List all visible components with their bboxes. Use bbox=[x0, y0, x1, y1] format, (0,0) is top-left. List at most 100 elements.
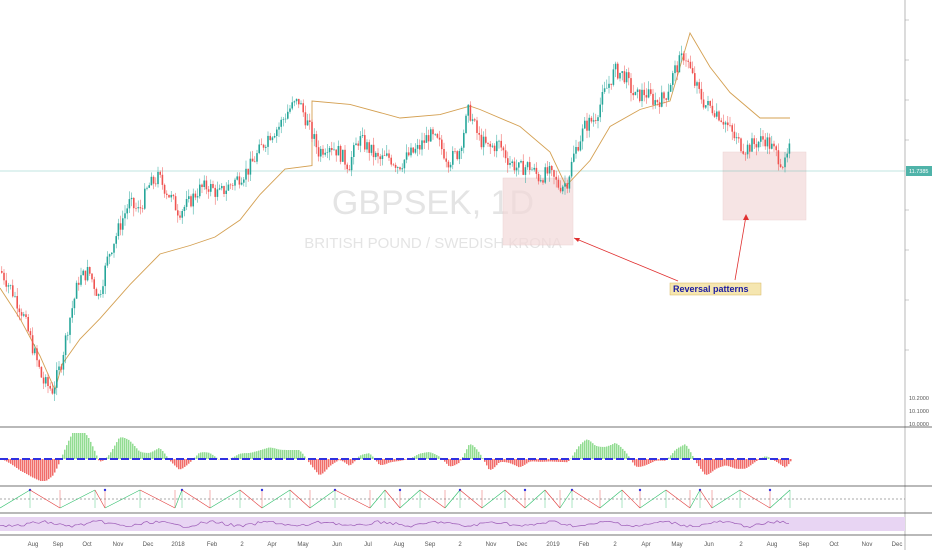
histogram-bar bbox=[158, 448, 160, 459]
histogram-bar bbox=[470, 444, 472, 459]
histogram-bar bbox=[708, 459, 710, 475]
candle-body bbox=[515, 167, 518, 171]
histogram-bar bbox=[504, 459, 506, 463]
histogram-bar bbox=[476, 449, 478, 459]
candle-body bbox=[742, 151, 744, 154]
histogram-bar bbox=[258, 450, 260, 459]
candle-body bbox=[496, 141, 498, 152]
candle-body bbox=[122, 218, 124, 230]
histogram-bar bbox=[250, 452, 252, 459]
candle-body bbox=[53, 387, 56, 394]
histogram-bar bbox=[358, 456, 360, 459]
histogram-bar bbox=[366, 453, 368, 459]
oscillator-signal-dot bbox=[260, 488, 264, 492]
histogram-bar bbox=[178, 459, 180, 470]
candle-body bbox=[447, 161, 450, 168]
histogram-bar bbox=[126, 438, 128, 459]
candle-body bbox=[152, 176, 155, 184]
histogram-bar bbox=[204, 452, 206, 459]
histogram-bar bbox=[522, 459, 524, 466]
candle-body bbox=[372, 144, 375, 158]
histogram-bar bbox=[434, 454, 436, 459]
candle-body bbox=[399, 167, 401, 170]
candle-body bbox=[436, 134, 439, 138]
histogram-bar bbox=[302, 453, 304, 459]
candle-body bbox=[146, 187, 148, 189]
subtitle-watermark: BRITISH POUND / SWEDISH KRONA bbox=[304, 235, 562, 252]
candle-body bbox=[383, 155, 386, 156]
histogram-bar bbox=[426, 452, 428, 459]
candle-body bbox=[623, 71, 626, 83]
candle-body bbox=[357, 143, 359, 146]
oscillator-segment bbox=[544, 489, 561, 509]
histogram-bar bbox=[742, 459, 744, 469]
histogram-bar bbox=[404, 459, 406, 460]
histogram-bar bbox=[782, 459, 784, 466]
histogram-bar bbox=[602, 446, 604, 459]
candle-body bbox=[106, 256, 109, 266]
histogram-bar bbox=[692, 456, 694, 459]
histogram-bar bbox=[296, 450, 298, 459]
x-tick-label: Apr bbox=[641, 542, 650, 548]
x-tick-label: Nov bbox=[486, 542, 497, 548]
oscillator-segment bbox=[239, 489, 263, 509]
histogram-bar bbox=[198, 453, 200, 459]
histogram-bar bbox=[94, 450, 96, 459]
candle-body bbox=[159, 171, 161, 175]
candle-body bbox=[667, 91, 670, 100]
candle-body bbox=[480, 134, 483, 148]
histogram-bar bbox=[8, 459, 10, 463]
oscillator-segment bbox=[689, 489, 701, 509]
histogram-bar bbox=[50, 459, 52, 478]
candle-body bbox=[7, 285, 10, 287]
candle-body bbox=[302, 103, 304, 113]
candle-body bbox=[64, 335, 67, 356]
candle-body bbox=[265, 146, 267, 148]
histogram-bar bbox=[420, 453, 422, 459]
annotation-label[interactable]: Reversal patterns bbox=[673, 284, 749, 294]
histogram-bar bbox=[174, 459, 176, 466]
candle-body bbox=[322, 148, 324, 155]
time-axis[interactable]: Aug Sep Oct Nov Dec 2018 Feb 2 Apr May Jun Jul Aug Se… bbox=[28, 542, 903, 548]
candle-body bbox=[348, 169, 351, 171]
candle-body bbox=[78, 282, 80, 285]
candle-body bbox=[179, 215, 181, 218]
candle-body bbox=[469, 104, 472, 121]
histogram-bar bbox=[190, 459, 192, 462]
candle-body bbox=[163, 184, 166, 194]
candle-body bbox=[227, 184, 230, 191]
candle-body bbox=[665, 98, 667, 100]
histogram-bar bbox=[278, 449, 280, 459]
candle-body bbox=[128, 199, 131, 209]
candle-body bbox=[520, 161, 522, 163]
candle-body bbox=[416, 145, 419, 149]
histogram-bar bbox=[718, 459, 720, 468]
candle-body bbox=[346, 164, 348, 170]
candle-body bbox=[606, 87, 608, 89]
candle-body bbox=[564, 183, 566, 187]
candle-body bbox=[394, 164, 397, 168]
histogram-bar bbox=[18, 459, 20, 470]
x-tick-label: 2 bbox=[458, 542, 462, 548]
candle-body bbox=[133, 197, 135, 209]
histogram-bar bbox=[344, 459, 346, 463]
histogram-bar bbox=[728, 459, 730, 467]
highlight-box bbox=[722, 151, 807, 221]
histogram-bar bbox=[550, 459, 552, 462]
histogram-bar bbox=[748, 459, 750, 467]
candle-body bbox=[529, 162, 531, 170]
candle-body bbox=[782, 167, 784, 168]
histogram-bar bbox=[248, 453, 250, 459]
annotation-label-bg[interactable] bbox=[669, 282, 762, 296]
x-tick-label: 2019 bbox=[546, 542, 560, 548]
candle-body bbox=[278, 126, 280, 130]
candle-body bbox=[777, 150, 780, 165]
candle-body bbox=[500, 140, 502, 148]
candle-body bbox=[491, 145, 494, 147]
histogram-bar bbox=[788, 459, 790, 465]
histogram-bar bbox=[560, 459, 562, 462]
histogram-bar bbox=[744, 459, 746, 469]
histogram-bar bbox=[138, 450, 140, 459]
candle-body bbox=[573, 153, 575, 162]
